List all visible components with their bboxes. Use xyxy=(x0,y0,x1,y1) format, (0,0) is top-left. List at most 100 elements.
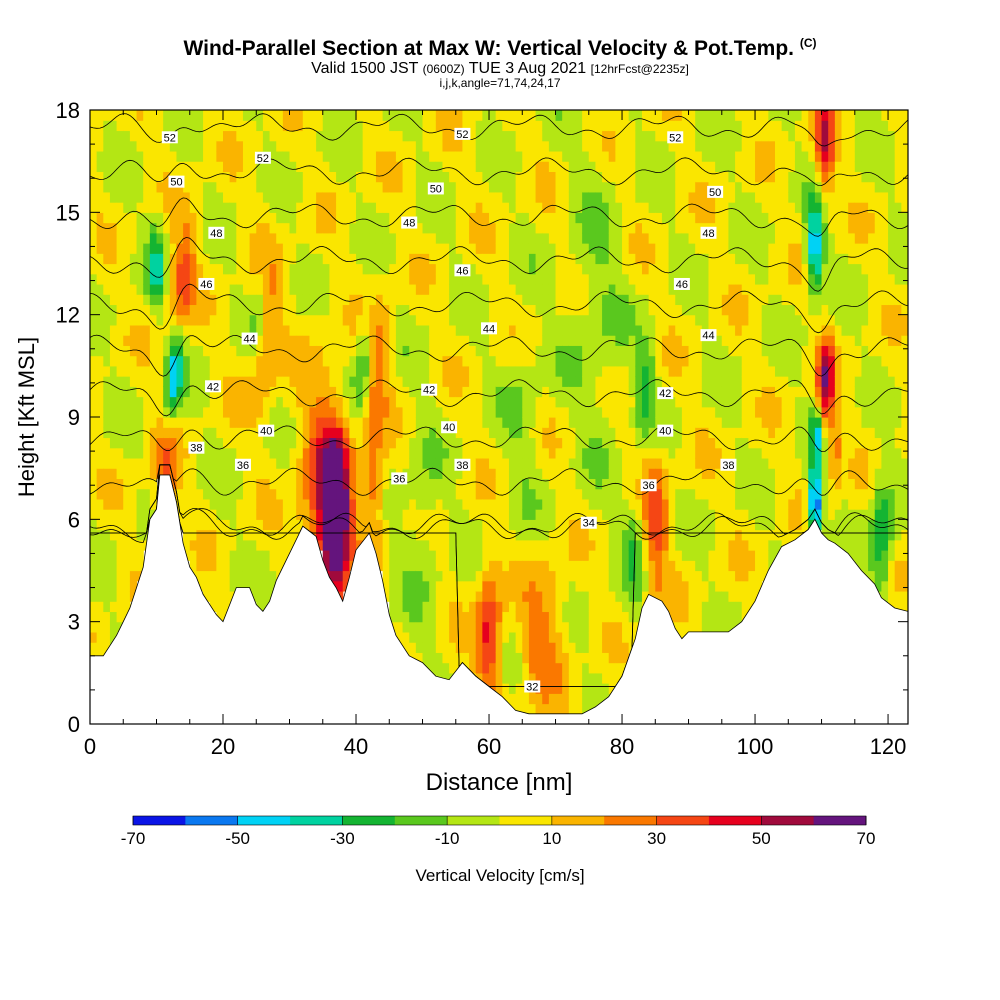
w-cell xyxy=(242,478,251,490)
w-cell xyxy=(688,570,696,582)
w-cell xyxy=(508,509,517,520)
w-cell xyxy=(622,324,630,336)
w-cell xyxy=(701,457,710,469)
w-cell xyxy=(289,478,297,490)
w-cell xyxy=(675,181,683,193)
w-cell xyxy=(269,386,277,398)
w-cell xyxy=(375,232,384,244)
w-cell xyxy=(508,611,517,623)
w-cell xyxy=(475,120,483,132)
w-cell xyxy=(715,324,723,336)
w-cell xyxy=(223,590,231,602)
w-cell xyxy=(489,683,497,694)
w-cell xyxy=(356,488,364,500)
w-cell xyxy=(442,642,450,653)
w-cell xyxy=(409,304,417,316)
w-cell xyxy=(269,498,277,510)
w-cell xyxy=(655,509,663,520)
w-cell xyxy=(329,191,337,203)
w-cell xyxy=(555,427,563,439)
w-cell xyxy=(675,376,683,387)
w-cell xyxy=(123,519,131,531)
w-cell xyxy=(548,468,557,479)
w-cell xyxy=(735,447,743,459)
w-cell xyxy=(375,468,384,479)
w-cell xyxy=(502,427,510,439)
w-cell xyxy=(708,498,716,510)
w-cell xyxy=(216,601,224,613)
w-cell xyxy=(276,171,284,183)
w-cell xyxy=(668,140,676,152)
w-cell xyxy=(608,365,616,377)
w-cell xyxy=(435,519,444,531)
w-cell xyxy=(668,335,676,346)
w-cell xyxy=(409,140,417,152)
w-cell xyxy=(109,417,118,428)
w-cell xyxy=(282,519,291,531)
w-cell xyxy=(296,478,304,490)
w-cell xyxy=(223,345,231,357)
w-cell xyxy=(123,243,131,254)
w-cell xyxy=(116,386,124,398)
w-cell xyxy=(242,345,251,357)
w-cell xyxy=(562,202,570,213)
w-cell xyxy=(356,120,364,132)
w-cell xyxy=(735,202,743,213)
w-cell xyxy=(322,324,331,336)
w-cell xyxy=(349,406,357,418)
w-cell xyxy=(96,263,104,275)
w-cell xyxy=(635,457,643,469)
w-cell xyxy=(542,396,550,408)
w-cell xyxy=(402,417,410,428)
w-cell xyxy=(495,509,503,520)
w-cell xyxy=(701,181,710,193)
w-cell xyxy=(409,314,417,326)
w-cell xyxy=(449,498,457,510)
w-cell xyxy=(595,560,603,572)
w-cell xyxy=(282,243,291,254)
w-cell xyxy=(90,345,98,357)
w-cell xyxy=(688,488,696,500)
w-cell xyxy=(209,304,217,316)
w-cell xyxy=(123,468,131,479)
w-cell xyxy=(628,539,636,551)
w-cell xyxy=(515,130,523,142)
w-cell xyxy=(356,417,364,428)
w-cell xyxy=(695,365,703,377)
w-cell xyxy=(555,386,563,398)
w-cell xyxy=(156,150,164,162)
w-cell xyxy=(535,406,543,418)
w-cell xyxy=(422,621,430,633)
w-cell xyxy=(342,294,350,306)
w-cell xyxy=(548,529,557,541)
w-cell xyxy=(495,171,503,183)
w-cell xyxy=(495,161,503,172)
w-cell xyxy=(648,263,656,275)
w-cell xyxy=(209,468,217,479)
w-cell xyxy=(382,130,390,142)
w-cell xyxy=(735,222,743,234)
w-cell xyxy=(715,550,723,561)
w-cell xyxy=(189,212,198,224)
w-cell xyxy=(123,294,131,306)
w-cell xyxy=(129,447,138,459)
w-cell xyxy=(489,304,497,316)
w-cell xyxy=(515,672,523,684)
w-cell xyxy=(103,232,111,244)
w-cell xyxy=(196,570,204,582)
w-cell xyxy=(309,376,317,387)
w-cell xyxy=(229,273,237,285)
w-cell xyxy=(429,590,437,602)
w-cell xyxy=(256,539,264,551)
w-cell xyxy=(216,345,224,357)
w-cell xyxy=(495,335,503,346)
w-cell xyxy=(336,539,344,551)
w-cell xyxy=(595,662,603,674)
w-cell xyxy=(489,294,497,306)
w-cell xyxy=(123,601,131,613)
w-cell xyxy=(655,345,663,357)
w-cell xyxy=(322,345,331,357)
w-cell xyxy=(156,355,164,367)
w-cell xyxy=(395,406,404,418)
w-cell xyxy=(535,488,543,500)
